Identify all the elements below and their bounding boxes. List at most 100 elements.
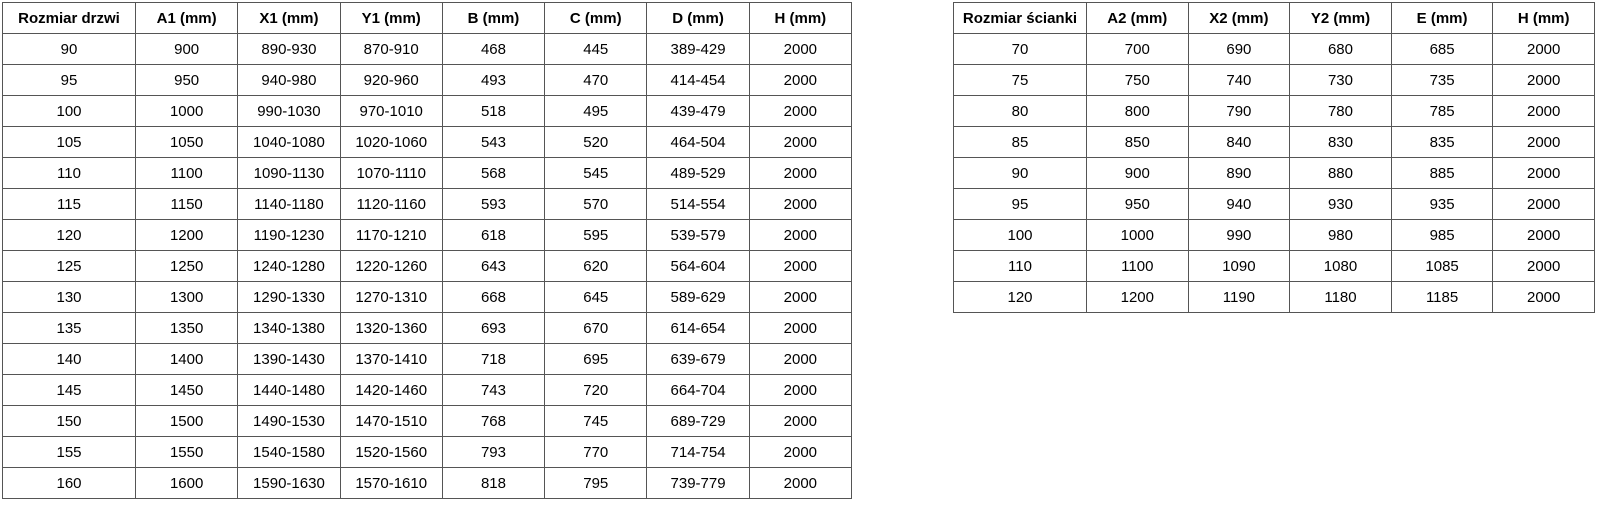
table-cell: 1290-1330 [237, 281, 341, 313]
table-cell: 980 [1289, 219, 1392, 251]
table-cell: 1080 [1289, 250, 1392, 282]
table-cell: 85 [953, 126, 1087, 158]
table-cell: 2000 [748, 467, 853, 499]
table-cell: 689-729 [646, 405, 750, 437]
table-cell: 100 [953, 219, 1087, 251]
table-row: 95 950 940-980 920-960 493 470 414-454 2000 [2, 64, 853, 96]
table-cell: 564-604 [646, 250, 750, 282]
table-row: 130 1300 1290-1330 1270-1310 668 645 589-629 20… [2, 281, 853, 313]
table-cell: 2000 [1492, 95, 1595, 127]
table-cell: 1000 [1086, 219, 1189, 251]
table-row: 100 1000 990-1030 970-1010 518 495 439-479 2000 [2, 95, 853, 127]
table-cell: 668 [441, 281, 546, 313]
column-header: X2 (mm) [1187, 2, 1291, 34]
table-cell: 880 [1289, 157, 1392, 189]
table-cell: 2000 [748, 33, 853, 65]
table-cell: 730 [1289, 64, 1392, 96]
table-cell: 445 [544, 33, 648, 65]
table-cell: 1350 [134, 312, 239, 344]
table-cell: 950 [1086, 188, 1189, 220]
table-cell: 1320-1360 [339, 312, 443, 344]
table-cell: 470 [544, 64, 648, 96]
table-cell: 489-529 [646, 157, 750, 189]
table-cell: 1400 [134, 343, 239, 375]
table-cell: 780 [1289, 95, 1392, 127]
table-cell: 693 [441, 312, 546, 344]
column-header: Rozmiar ścianki [953, 2, 1087, 34]
table-cell: 940-980 [237, 64, 341, 96]
table-cell: 768 [441, 405, 546, 437]
table-cell: 685 [1390, 33, 1494, 65]
table-cell: 695 [544, 343, 648, 375]
table-cell: 900 [1086, 157, 1189, 189]
header-row: Rozmiar ścianki A2 (mm) X2 (mm) Y2 (mm) E (m… [953, 2, 1595, 34]
table-cell: 2000 [748, 312, 853, 344]
table-cell: 795 [544, 467, 648, 499]
table-row: 100 1000 990 980 985 2000 [953, 219, 1595, 251]
table-cell: 740 [1187, 64, 1291, 96]
table-cell: 720 [544, 374, 648, 406]
table-row: 105 1050 1040-1080 1020-1060 543 520 464-504 20… [2, 126, 853, 158]
table-cell: 1600 [134, 467, 239, 499]
table-cell: 793 [441, 436, 546, 468]
table-cell: 105 [2, 126, 136, 158]
table-cell: 2000 [748, 281, 853, 313]
table-cell: 389-429 [646, 33, 750, 65]
table-cell: 680 [1289, 33, 1392, 65]
table-row: 80 800 790 780 785 2000 [953, 95, 1595, 127]
table-cell: 700 [1086, 33, 1189, 65]
table-cell: 639-679 [646, 343, 750, 375]
table-cell: 970-1010 [339, 95, 443, 127]
table-cell: 1300 [134, 281, 239, 313]
table-cell: 890 [1187, 157, 1291, 189]
table-cell: 840 [1187, 126, 1291, 158]
table-cell: 414-454 [646, 64, 750, 96]
table-row: 120 1200 1190 1180 1185 2000 [953, 281, 1595, 313]
column-header: A1 (mm) [134, 2, 239, 34]
table-cell: 568 [441, 157, 546, 189]
table-row: 160 1600 1590-1630 1570-1610 818 795 739-779 20… [2, 467, 853, 499]
table-cell: 120 [953, 281, 1087, 313]
table-cell: 110 [953, 250, 1087, 282]
table-cell: 1490-1530 [237, 405, 341, 437]
table-cell: 935 [1390, 188, 1494, 220]
table-cell: 930 [1289, 188, 1392, 220]
table-cell: 135 [2, 312, 136, 344]
table-cell: 75 [953, 64, 1087, 96]
table-cell: 1370-1410 [339, 343, 443, 375]
table-cell: 2000 [748, 436, 853, 468]
table-cell: 1570-1610 [339, 467, 443, 499]
column-header: A2 (mm) [1086, 2, 1189, 34]
table-cell: 595 [544, 219, 648, 251]
table-cell: 90 [953, 157, 1087, 189]
table-cell: 1185 [1390, 281, 1494, 313]
table-cell: 100 [2, 95, 136, 127]
table-cell: 739-779 [646, 467, 750, 499]
table-row: 75 750 740 730 735 2000 [953, 64, 1595, 96]
table-cell: 468 [441, 33, 546, 65]
table-cell: 2000 [1492, 126, 1595, 158]
table-cell: 1180 [1289, 281, 1392, 313]
table-cell: 618 [441, 219, 546, 251]
table-cell: 643 [441, 250, 546, 282]
table-cell: 95 [953, 188, 1087, 220]
table-cell: 1500 [134, 405, 239, 437]
table-cell: 2000 [748, 64, 853, 96]
table-cell: 770 [544, 436, 648, 468]
table-cell: 90 [2, 33, 136, 65]
table-cell: 2000 [748, 219, 853, 251]
table-cell: 125 [2, 250, 136, 282]
table-cell: 750 [1086, 64, 1189, 96]
table-cell: 1200 [134, 219, 239, 251]
table-cell: 900 [134, 33, 239, 65]
table-cell: 2000 [1492, 157, 1595, 189]
table-cell: 614-654 [646, 312, 750, 344]
header-row: Rozmiar drzwi A1 (mm) X1 (mm) Y1 (mm) B (mm)… [2, 2, 853, 34]
table-cell: 850 [1086, 126, 1189, 158]
table-cell: 520 [544, 126, 648, 158]
table-cell: 539-579 [646, 219, 750, 251]
table-cell: 1250 [134, 250, 239, 282]
table-cell: 1050 [134, 126, 239, 158]
table-cell: 545 [544, 157, 648, 189]
table-cell: 464-504 [646, 126, 750, 158]
